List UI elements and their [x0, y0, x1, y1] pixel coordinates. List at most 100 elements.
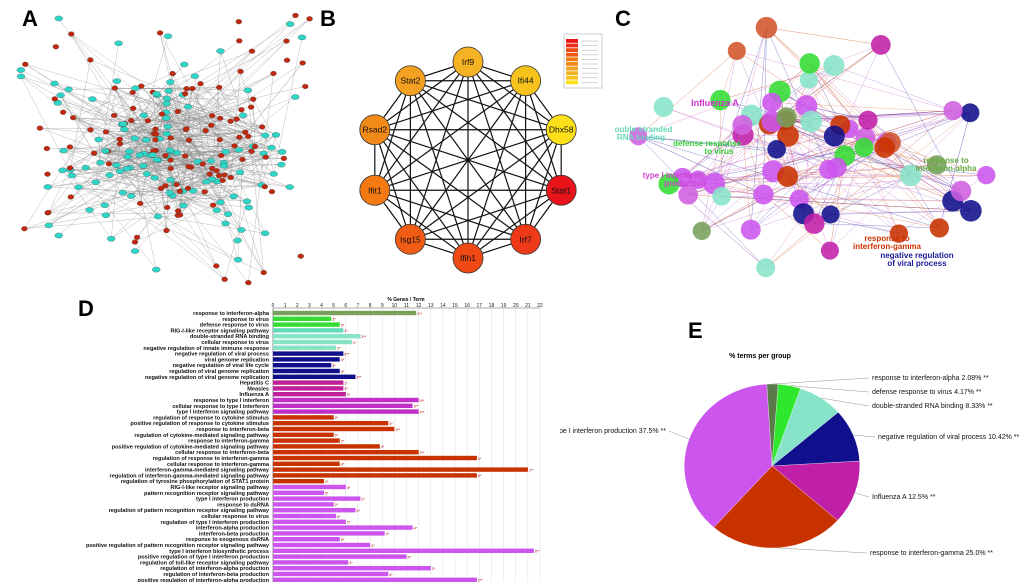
cluego-node — [799, 53, 820, 74]
category-label: regulation of interferon-gamma-mediated … — [110, 473, 270, 479]
network-node — [239, 156, 246, 163]
network-node — [101, 148, 110, 154]
bar-value-label: 5* — [357, 509, 361, 513]
network-edge — [166, 103, 187, 129]
legend-swatch — [566, 80, 578, 85]
network-node — [59, 147, 68, 154]
cluego-term-label: of viral process — [887, 259, 947, 268]
network-node — [242, 198, 252, 205]
network-edge — [105, 131, 266, 234]
network-node — [283, 38, 290, 44]
network-edge — [211, 51, 221, 180]
bar-value-label: 4* — [349, 561, 353, 565]
network-node — [216, 48, 225, 54]
network-edge — [89, 159, 171, 211]
network-node — [229, 193, 238, 200]
cluego-edge — [714, 183, 940, 229]
bar-value-label: 5* — [325, 492, 329, 496]
network-node — [202, 128, 209, 134]
network-node — [114, 40, 123, 47]
cluego-node — [874, 137, 895, 158]
cluego-edge — [638, 50, 737, 137]
pie-leader-line — [772, 377, 870, 385]
cluego-edge — [701, 50, 738, 231]
panel-d-bar-chart: % Genes / Term 0 1 2 3 4 5 6 7 8 9 10 11 12 13 14 15 16 1… — [86, 297, 543, 582]
network-node — [261, 184, 268, 190]
network-edge — [109, 143, 121, 176]
pie-slices — [684, 383, 860, 549]
cluego-node — [688, 170, 708, 189]
category-label: Measles — [247, 386, 269, 392]
bar-value-label: 4* — [347, 486, 351, 490]
network-edge — [48, 167, 71, 213]
cluego-term-label: response to — [923, 156, 968, 165]
category-label: regulation of interferon-alpha productio… — [160, 566, 269, 572]
hub-edge — [409, 80, 469, 259]
network-node — [100, 202, 109, 208]
network-node — [271, 132, 281, 138]
cluego-edge — [742, 134, 829, 170]
network-node — [291, 94, 300, 100]
network-node — [120, 126, 129, 133]
bars: 2**2*5*4*3**1*2*6**4*5*4*4**1*3*2*5**3**… — [273, 310, 540, 582]
network-edge — [78, 186, 141, 204]
bar — [273, 363, 332, 368]
category-label: cellular response to virus — [201, 514, 269, 520]
network-node — [68, 31, 75, 37]
category-label: type I interferon signaling pathway — [177, 410, 270, 416]
network-edge — [186, 88, 266, 136]
network-node — [85, 207, 94, 213]
network-node — [70, 115, 77, 121]
cluego-edge — [830, 210, 971, 215]
bar-value-label: 1** — [529, 468, 534, 472]
cluego-edge — [763, 194, 831, 251]
network-node — [207, 158, 216, 164]
network-node — [285, 184, 294, 190]
network-node — [56, 92, 65, 98]
cluego-node — [960, 200, 982, 222]
bar-value-label: 2* — [432, 567, 436, 571]
legend-swatch — [566, 62, 578, 66]
network-node — [135, 152, 144, 158]
cluego-edge — [829, 137, 866, 251]
cluego-edge — [939, 112, 971, 229]
bar-value-label: 1* — [344, 381, 348, 385]
network-edge — [238, 150, 241, 173]
network-edge — [261, 134, 277, 186]
network-node — [105, 172, 114, 178]
network-node — [116, 136, 123, 142]
network-node — [163, 123, 173, 130]
network-edge — [167, 160, 212, 208]
category-label: cellular response to type I interferon — [172, 404, 269, 410]
cluego-edge — [682, 177, 962, 192]
bar-value-label: 4* — [414, 526, 418, 530]
network-edge — [159, 138, 186, 157]
bar-value-label: 1* — [325, 480, 329, 484]
bar — [273, 502, 334, 507]
bar-value-label: 4* — [344, 329, 348, 333]
pie-slice-label: double-stranded RNA binding 8.33% ** — [872, 403, 993, 410]
network-node — [269, 171, 278, 177]
bar — [273, 386, 344, 391]
network-edge — [133, 108, 154, 151]
bar-value-label: 2* — [347, 521, 351, 525]
network-node — [125, 148, 134, 155]
network-node — [158, 111, 166, 117]
cluego-node — [712, 186, 732, 206]
network-edge — [248, 153, 264, 283]
network-node — [185, 137, 193, 143]
cluego-edge — [766, 27, 830, 170]
network-node — [250, 96, 257, 102]
cluego-edge — [799, 198, 953, 202]
bar-value-label: 5* — [341, 538, 345, 542]
network-node — [130, 248, 140, 254]
category-label: response to exogenous dsRNA — [186, 537, 269, 543]
bar — [273, 525, 413, 530]
network-node — [142, 137, 151, 143]
panel-b-hub-network: Irf9 Ifi44 Dhx58 Stat1 Irf7 Ifih1 Isg15 Ifit1 Rs… — [359, 33, 603, 274]
cluego-node — [678, 184, 699, 205]
bar — [273, 368, 340, 374]
network-node — [137, 200, 144, 207]
pie-slice-label: response to interferon-gamma 25.0% ** — [870, 550, 993, 557]
network-edge — [39, 127, 144, 167]
